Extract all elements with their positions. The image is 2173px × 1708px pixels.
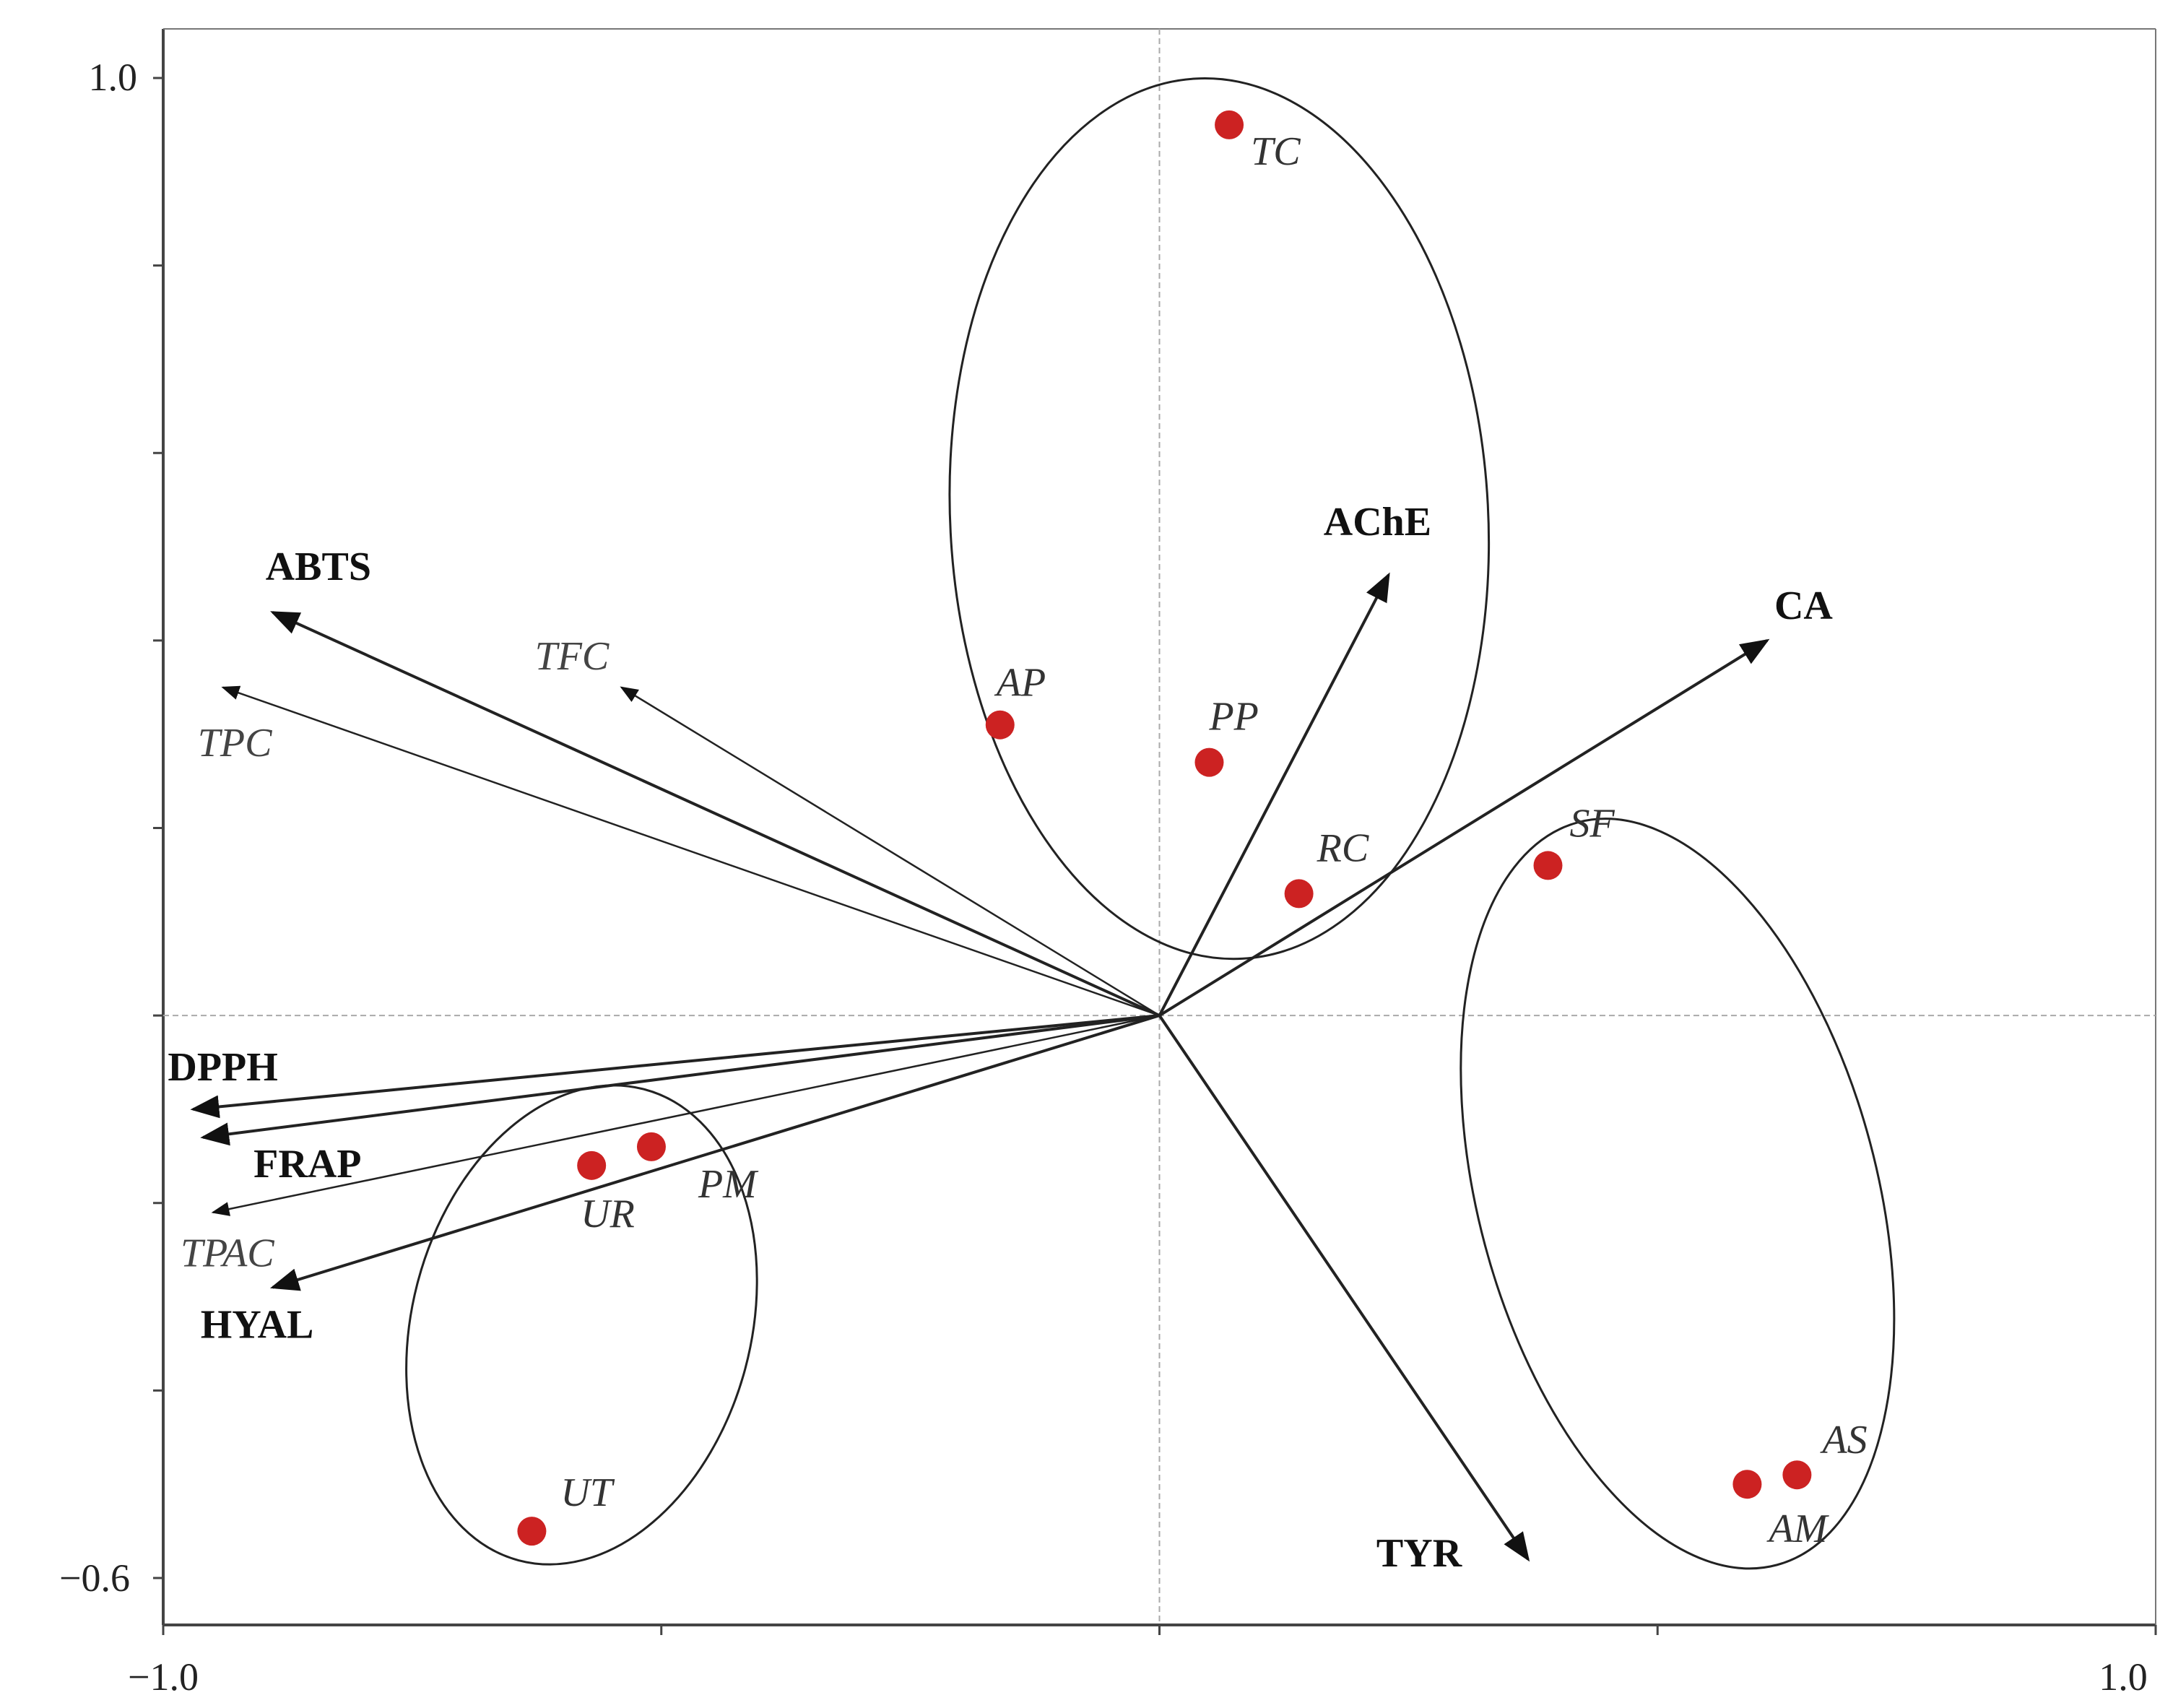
score-point-pp	[1194, 747, 1224, 777]
score-label-am: AM	[1766, 1507, 1829, 1551]
loading-label-abts: ABTS	[266, 545, 371, 589]
score-label-ut: UT	[560, 1470, 615, 1515]
score-point-pm	[636, 1132, 666, 1161]
zero-lines	[163, 29, 2156, 1625]
loading-arrow-hyal	[269, 1014, 1161, 1291]
score-label-sf: SF	[1570, 801, 1615, 846]
loading-vectors: ABTS TFC TPC AChE CA DPPH FRAP TPAC HYAL TYR	[168, 500, 1833, 1576]
y-min-tick-label: −0.6	[59, 1556, 130, 1600]
score-label-ur: UR	[581, 1192, 635, 1236]
cluster-ellipse-2	[1459, 818, 1896, 1570]
score-point-rc	[1284, 879, 1314, 909]
cluster-ellipse-1	[948, 77, 1491, 961]
score-label-pp: PP	[1208, 695, 1258, 740]
score-point-am	[1732, 1470, 1762, 1499]
axis-ticks	[153, 77, 2157, 1635]
cluster-ellipse-3	[405, 1084, 758, 1566]
loading-label-frap: FRAP	[253, 1142, 361, 1187]
tick-labels: −1.0 1.0 −0.6 1.0	[59, 56, 2148, 1699]
score-point-as	[1782, 1460, 1812, 1490]
loading-arrow-ca	[1158, 638, 1770, 1017]
loading-arrow-dpph	[190, 1014, 1160, 1119]
y-max-tick-label: 1.0	[89, 56, 138, 99]
score-label-as: AS	[1819, 1418, 1867, 1462]
loading-label-ca: CA	[1774, 584, 1833, 628]
loading-label-ache: AChE	[1324, 500, 1431, 545]
loading-label-tpc: TPC	[198, 721, 272, 766]
loading-label-hyal: HYAL	[201, 1303, 314, 1348]
score-point-ur	[577, 1150, 607, 1180]
x-min-tick-label: −1.0	[128, 1655, 199, 1699]
loading-arrow-ache	[1158, 572, 1390, 1017]
score-label-rc: RC	[1317, 825, 1369, 870]
loading-arrow-tpc	[221, 685, 1160, 1017]
score-label-tc: TC	[1251, 129, 1301, 174]
score-point-sf	[1533, 851, 1563, 880]
cluster-ellipses	[405, 77, 1896, 1570]
loading-arrow-tpac	[211, 1014, 1160, 1216]
loading-arrow-frap	[200, 1014, 1160, 1146]
score-label-ap: AP	[994, 661, 1046, 706]
sample-scores: TC AP PP RC SF AS AM UR PM UT	[517, 110, 1868, 1551]
loading-label-dpph: DPPH	[168, 1045, 277, 1090]
loading-arrow-tyr	[1158, 1015, 1530, 1562]
score-label-pm: PM	[698, 1162, 759, 1207]
score-point-ap	[985, 710, 1015, 740]
loading-label-tyr: TYR	[1376, 1531, 1462, 1576]
loading-arrow-tfc	[620, 686, 1161, 1017]
loading-label-tpac: TPAC	[181, 1231, 274, 1276]
loading-arrow-abts	[270, 611, 1161, 1017]
score-point-tc	[1215, 110, 1244, 139]
score-point-ut	[517, 1517, 547, 1546]
x-max-tick-label: 1.0	[2099, 1655, 2148, 1699]
loading-label-tfc: TFC	[535, 634, 610, 679]
